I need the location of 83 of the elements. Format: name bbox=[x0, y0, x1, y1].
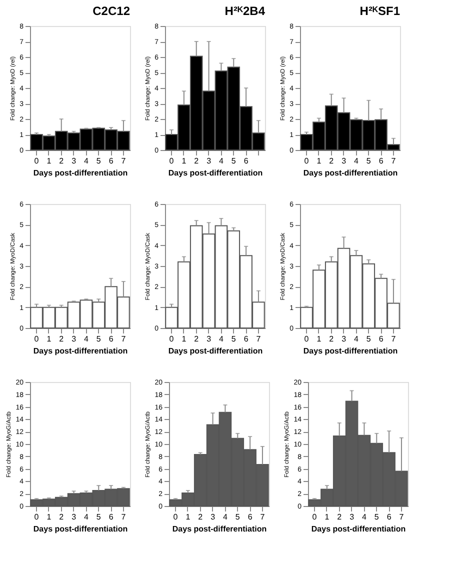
x-tick-label: 7 bbox=[121, 512, 126, 522]
x-tick-label: 4 bbox=[218, 156, 224, 166]
x-axis-title: Days post-differentiation bbox=[303, 346, 398, 356]
x-axis-title: Days post-differentiation bbox=[168, 168, 263, 178]
x-tick-label: 0 bbox=[312, 512, 318, 522]
chart-title: H²ᴷSF1 bbox=[360, 4, 400, 18]
x-tick-label: 6 bbox=[244, 156, 249, 166]
x-tick-label: 3 bbox=[72, 156, 77, 166]
x-tick-label: 6 bbox=[386, 512, 392, 522]
x-tick-label: 2 bbox=[59, 512, 64, 522]
x-tick-label: 5 bbox=[235, 512, 240, 522]
x-tick-label: 1 bbox=[182, 334, 187, 344]
x-axis-title: Days post-differentiation bbox=[33, 168, 128, 178]
x-tick-label: 7 bbox=[121, 334, 126, 344]
x-tick-label: 2 bbox=[194, 334, 200, 344]
x-tick-label: 1 bbox=[182, 156, 187, 166]
x-tick-label: 4 bbox=[84, 156, 89, 166]
x-tick-label: 6 bbox=[248, 512, 253, 522]
x-tick-label: 6 bbox=[244, 334, 249, 344]
x-tick-label: 7 bbox=[121, 156, 126, 166]
x-tick-label: 6 bbox=[108, 156, 114, 166]
x-tick-label: 1 bbox=[316, 334, 322, 344]
x-tick-label: 5 bbox=[96, 512, 102, 522]
x-axis-title: Days post-differentiation bbox=[33, 346, 128, 356]
x-tick-label: 7 bbox=[391, 334, 396, 344]
x-tick-label: 4 bbox=[222, 512, 228, 522]
x-tick-label: 3 bbox=[206, 334, 212, 344]
x-tick-label: 7 bbox=[391, 156, 396, 166]
x-axis-title: Days post-differentiation bbox=[311, 524, 406, 534]
x-tick-label: 5 bbox=[96, 156, 102, 166]
x-tick-label: 3 bbox=[210, 512, 216, 522]
x-tick-label: 4 bbox=[362, 512, 367, 522]
x-tick-label: 6 bbox=[108, 512, 114, 522]
x-tick-label: 3 bbox=[342, 156, 347, 166]
x-tick-label: 4 bbox=[84, 512, 89, 522]
chart-title: C2C12 bbox=[92, 4, 130, 18]
x-tick-label: 0 bbox=[304, 156, 310, 166]
x-tick-label: 5 bbox=[366, 156, 372, 166]
x-tick-label: 3 bbox=[342, 334, 347, 344]
x-tick-label: 2 bbox=[194, 156, 200, 166]
x-tick-label: 1 bbox=[186, 512, 191, 522]
x-tick-label: 0 bbox=[34, 512, 40, 522]
x-axis-title: Days post-differentiation bbox=[33, 524, 128, 534]
x-tick-label: 6 bbox=[378, 334, 384, 344]
x-tick-label: 1 bbox=[316, 156, 322, 166]
x-tick-label: 2 bbox=[337, 512, 342, 522]
x-axis-title: Days post-differentiation bbox=[303, 168, 398, 178]
x-tick-label: 3 bbox=[206, 156, 212, 166]
x-tick-label: 6 bbox=[378, 156, 384, 166]
x-tick-label: 6 bbox=[108, 334, 114, 344]
x-tick-label: 4 bbox=[218, 334, 224, 344]
x-tick-label: 2 bbox=[59, 334, 64, 344]
x-axis-title: Days post-differentiation bbox=[168, 346, 263, 356]
x-tick-label: 3 bbox=[350, 512, 355, 522]
x-tick-label: 5 bbox=[231, 334, 236, 344]
x-tick-label: 4 bbox=[84, 334, 89, 344]
x-tick-label: 4 bbox=[354, 334, 359, 344]
x-tick-label: 0 bbox=[34, 156, 40, 166]
x-tick-label: 5 bbox=[231, 156, 236, 166]
x-tick-label: 1 bbox=[46, 156, 52, 166]
x-tick-label: 7 bbox=[260, 512, 266, 522]
x-tick-label: 1 bbox=[46, 512, 52, 522]
x-tick-label: 2 bbox=[198, 512, 204, 522]
x-tick-label: 2 bbox=[329, 334, 334, 344]
x-tick-label: 3 bbox=[72, 334, 77, 344]
x-tick-label: 4 bbox=[354, 156, 359, 166]
x-tick-label: 5 bbox=[374, 512, 380, 522]
x-axis-title: Days post-differentiation bbox=[172, 524, 267, 534]
x-tick-label: 5 bbox=[96, 334, 102, 344]
x-tick-label: 1 bbox=[46, 334, 52, 344]
x-tick-label: 3 bbox=[72, 512, 77, 522]
x-tick-label: 0 bbox=[169, 156, 174, 166]
x-tick-label: 5 bbox=[366, 334, 372, 344]
x-tick-label: 0 bbox=[169, 334, 174, 344]
chart-title: H²ᴷ2B4 bbox=[224, 4, 266, 18]
x-tick-label: 2 bbox=[329, 156, 334, 166]
x-tick-label: 7 bbox=[256, 334, 262, 344]
x-tick-label: 2 bbox=[59, 156, 64, 166]
x-tick-label: 7 bbox=[399, 512, 404, 522]
x-tick-label: 0 bbox=[304, 334, 310, 344]
x-tick-label: 0 bbox=[173, 512, 178, 522]
x-tick-label: 1 bbox=[324, 512, 330, 522]
x-tick-label: 0 bbox=[34, 334, 40, 344]
